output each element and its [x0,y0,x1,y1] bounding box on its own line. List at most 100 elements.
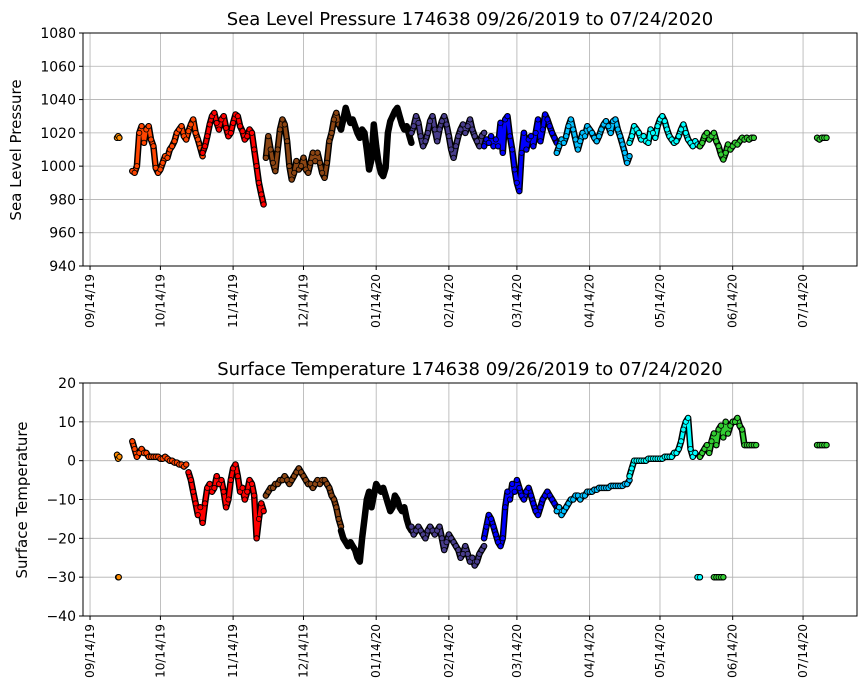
pressure-data-point [361,129,368,136]
pressure-data-point [469,126,476,133]
temperature-data-point [337,527,344,534]
pressure-data-point [403,123,410,130]
pressure-data-point [570,126,577,133]
pressure-data-point [116,134,123,141]
pressure-data-point [293,158,300,165]
temperature-data-point [422,535,429,542]
pressure-series-feb-2020 [408,112,488,162]
temperature-data-point [502,504,509,511]
pressure-data-point [352,123,359,130]
temperature-data-point [710,430,717,437]
pressure-data-point [649,129,656,136]
temperature-data-point [753,442,760,449]
pressure-data-point [333,109,340,116]
pressure-data-point [262,154,269,161]
temperature-data-point [401,504,408,511]
pressure-data-point [593,138,600,145]
pressure-data-point [340,116,347,123]
pressure-data-point [495,143,502,150]
temperature-data-point [530,500,537,507]
temperature-y-tick-label: 10 [58,415,76,431]
temperature-data-point [366,488,373,495]
pressure-data-point [244,133,251,140]
pressure-data-point [436,126,443,133]
temperature-data-point [131,445,138,452]
temperature-data-point [326,484,333,491]
pressure-data-point [539,126,546,133]
temperature-data-point [481,535,488,542]
pressure-data-point [354,129,361,136]
pressure-data-point [455,133,462,140]
temperature-data-point [556,504,563,511]
pressure-data-point [251,146,258,153]
pressure-data-point [462,129,469,136]
pressure-chart-title: Sea Level Pressure 174638 09/26/2019 to … [227,9,714,30]
pressure-data-point [607,129,614,136]
temperature-x-tick-label: 09/14/19 [83,624,97,678]
temperature-data-point [492,531,499,538]
pressure-data-point [291,169,298,176]
pressure-data-point [664,126,671,133]
temperature-data-point [356,558,363,565]
pressure-data-point [617,133,624,140]
temperature-data-point [708,438,715,445]
pressure-data-point [438,118,445,125]
pressure-data-point [286,163,293,170]
temperature-series-feb-2020 [408,523,488,569]
pressure-data-point [556,143,563,150]
pressure-data-point [565,123,572,130]
pressure-data-point [422,138,429,145]
pressure-data-point [626,139,633,146]
pressure-data-point [481,129,488,136]
pressure-data-point [560,139,567,146]
temperature-y-tick-label: −40 [46,609,76,625]
pressure-data-point [159,159,166,166]
temperature-x-tick-label: 01/14/20 [369,624,383,678]
pressure-y-tick-label: 960 [49,226,76,242]
temperature-data-point [115,574,122,581]
pressure-data-point [211,109,218,116]
pressure-data-point [481,143,488,150]
pressure-data-point [417,133,424,140]
pressure-data-point [563,133,570,140]
pressure-data-point [171,138,178,145]
temperature-data-point [513,477,520,484]
temperature-data-point [185,469,192,476]
pressure-data-point [520,129,527,136]
pressure-x-tick-label: 05/14/20 [653,274,667,328]
temperature-data-point [628,465,635,472]
pressure-data-point [424,129,431,136]
pressure-x-tick-label: 10/14/19 [153,274,167,328]
temperature-x-ticks: 09/14/19 10/14/19 11/14/19 12/14/19 01/14/20… [83,616,810,678]
temperature-data-point [685,414,692,421]
pressure-data-point [544,116,551,123]
pressure-y-tick-label: 940 [49,259,76,275]
pressure-data-point [488,133,495,140]
pressure-data-point [284,138,291,145]
pressure-data-point [164,154,171,161]
pressure-data-point [624,159,631,166]
temperature-x-tick-label: 05/14/20 [653,624,667,678]
pressure-data-point [150,143,157,150]
pressure-data-point [204,133,211,140]
pressure-data-point [659,113,666,120]
temperature-data-point [248,480,255,487]
temperature-data-point [368,504,375,511]
pressure-data-point [528,133,535,140]
temperature-data-point [218,477,225,484]
pressure-data-point [314,149,321,156]
pressure-data-point [652,134,659,141]
pressure-data-point [183,136,190,143]
temperature-data-point [464,550,471,557]
pressure-data-point [535,116,542,123]
temperature-data-point [718,422,725,429]
temperature-x-tick-label: 06/14/20 [726,624,740,678]
pressure-data-point [542,111,549,118]
temperature-data-point [725,430,732,437]
pressure-y-tick-label: 1020 [40,126,76,142]
temperature-x-tick-label: 02/14/20 [442,624,456,678]
pressure-data-point [215,126,222,133]
pressure-data-point [574,146,581,153]
pressure-data-point [635,129,642,136]
